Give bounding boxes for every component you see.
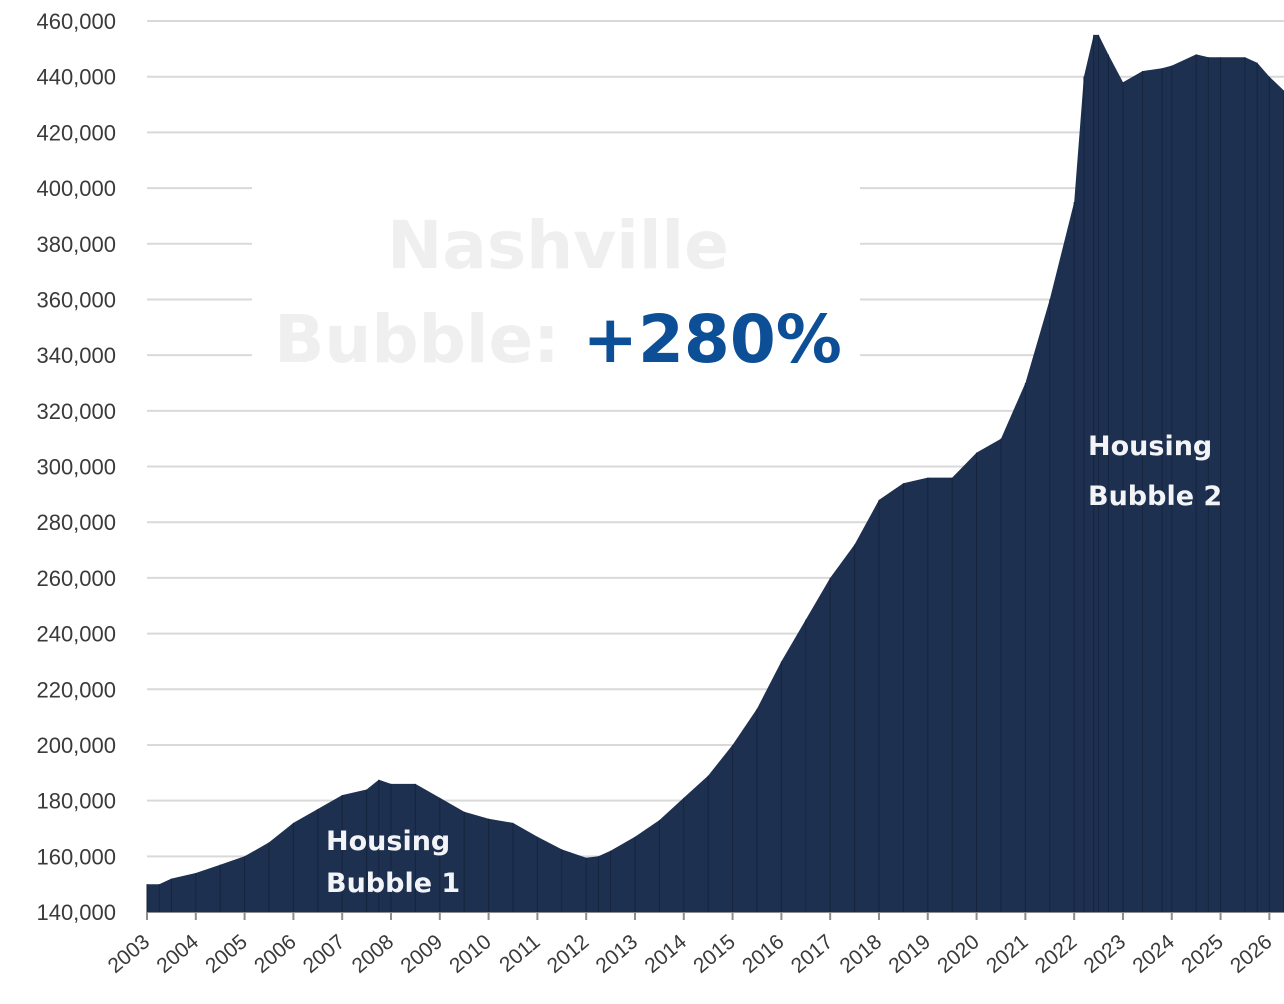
y-tick-label: 300,000 [36, 455, 116, 480]
price-area [147, 34, 1284, 912]
x-tick-label: 2014 [640, 930, 691, 978]
y-tick-label: 220,000 [36, 677, 116, 702]
x-tick-label: 2015 [689, 930, 740, 978]
x-tick-label: 2006 [250, 930, 301, 978]
x-tick-label: 2007 [299, 930, 350, 978]
headline-value: +280% [583, 301, 842, 378]
x-tick-label: 2011 [495, 930, 544, 977]
y-tick-label: 160,000 [36, 844, 116, 869]
bubble2-annotation-line2: Bubble 2 [1088, 481, 1222, 512]
y-tick-label: 280,000 [36, 510, 116, 535]
y-tick-label: 200,000 [36, 733, 116, 758]
y-tick-label: 380,000 [36, 232, 116, 257]
y-tick-label: 460,000 [36, 9, 116, 34]
headline-line1: Nashville [387, 207, 729, 284]
y-tick-label: 420,000 [36, 120, 116, 145]
headline-backing [252, 170, 860, 390]
x-tick-label: 2013 [592, 930, 643, 978]
y-tick-label: 400,000 [36, 176, 116, 201]
x-tick-label: 2003 [104, 930, 155, 978]
x-tick-label: 2008 [348, 930, 399, 978]
x-tick-label: 2026 [1226, 930, 1277, 978]
bubble2-annotation-line1: Housing [1088, 431, 1212, 462]
x-tick-label: 2012 [543, 930, 594, 978]
x-tick-label: 2005 [201, 930, 252, 978]
y-tick-label: 340,000 [36, 343, 116, 368]
x-tick-label: 2010 [445, 930, 496, 978]
x-tick-label: 2019 [884, 930, 935, 978]
y-tick-label: 240,000 [36, 622, 116, 647]
bubble1-annotation-line2: Bubble 1 [326, 868, 460, 899]
y-tick-label: 260,000 [36, 566, 116, 591]
x-tick-label: 2004 [152, 930, 203, 978]
y-axis: 140,000 160,000 180,000 200,000 220,000 240,0… [36, 9, 116, 925]
x-tick-label: 2021 [982, 930, 1033, 978]
y-tick-label: 360,000 [36, 287, 116, 312]
x-tick-label: 2016 [738, 930, 789, 978]
x-tick-label: 2017 [787, 930, 838, 978]
x-tick-label: 2024 [1128, 930, 1179, 978]
x-tick-label: 2018 [836, 930, 887, 978]
bubble1-annotation-line1: Housing [326, 826, 450, 857]
y-tick-label: 180,000 [36, 789, 116, 814]
headline-prefix: Bubble: [274, 301, 583, 378]
x-tick-label: 2025 [1177, 930, 1228, 978]
x-tick-label: 2022 [1031, 930, 1082, 978]
price-series [146, 34, 1284, 912]
y-tick-label: 440,000 [36, 65, 116, 90]
x-tick-label: 2009 [396, 930, 447, 978]
y-tick-label: 320,000 [36, 399, 116, 424]
x-tick-label: 2023 [1080, 930, 1131, 978]
y-tick-label: 140,000 [36, 900, 116, 925]
headline-line2: Bubble: +280% [274, 301, 842, 378]
x-tick-label: 2020 [933, 930, 984, 978]
